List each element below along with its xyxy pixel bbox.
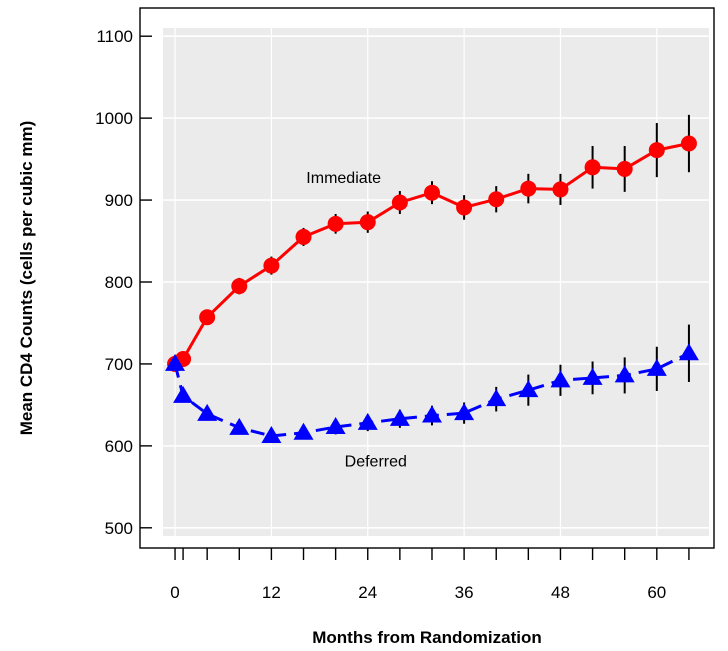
y-tick-label: 600 bbox=[105, 437, 133, 456]
data-point bbox=[359, 214, 376, 231]
data-point bbox=[199, 309, 216, 326]
data-point bbox=[263, 257, 280, 274]
x-tick-label: 12 bbox=[262, 583, 281, 602]
y-tick-label: 1100 bbox=[96, 27, 133, 46]
x-axis: 0 12 24 36 48 60 bbox=[170, 548, 690, 602]
data-point bbox=[173, 385, 194, 403]
data-point bbox=[165, 353, 186, 371]
data-point bbox=[614, 365, 635, 383]
x-tick-label: 60 bbox=[647, 583, 666, 602]
data-point bbox=[197, 403, 218, 421]
data-point bbox=[421, 405, 442, 423]
data-point bbox=[486, 389, 507, 407]
data-point bbox=[327, 215, 344, 232]
data-point bbox=[295, 228, 312, 245]
x-tick-label: 0 bbox=[170, 583, 179, 602]
y-axis-title: Mean CD4 Counts (cells per cubic mm) bbox=[17, 121, 36, 436]
x-tick-label: 24 bbox=[358, 583, 377, 602]
data-point bbox=[518, 380, 539, 398]
y-tick-label: 700 bbox=[105, 355, 133, 374]
data-point bbox=[229, 417, 250, 435]
data-point bbox=[357, 412, 378, 430]
data-point bbox=[456, 199, 473, 216]
annotation-deferred: Deferred bbox=[345, 453, 407, 470]
series-layer bbox=[165, 114, 699, 444]
x-tick-label: 36 bbox=[455, 583, 474, 602]
y-tick-label: 800 bbox=[105, 273, 133, 292]
grid-lines bbox=[163, 28, 709, 536]
annotation-immediate: Immediate bbox=[306, 170, 381, 187]
data-point bbox=[520, 180, 537, 197]
data-point bbox=[680, 135, 697, 152]
y-tick-label: 1000 bbox=[95, 109, 133, 128]
data-point bbox=[582, 367, 603, 385]
data-point bbox=[616, 160, 633, 177]
x-tick-label: 48 bbox=[551, 583, 570, 602]
data-point bbox=[389, 408, 410, 426]
data-point bbox=[552, 181, 569, 198]
data-point bbox=[423, 184, 440, 201]
data-point bbox=[325, 417, 346, 435]
data-point bbox=[488, 191, 505, 208]
data-point bbox=[646, 358, 667, 376]
y-tick-label: 500 bbox=[105, 519, 133, 538]
y-axis: 500 600 700 800 900 1000 1100 bbox=[95, 27, 152, 538]
data-point bbox=[678, 343, 699, 361]
data-point bbox=[550, 370, 571, 388]
data-point bbox=[293, 422, 314, 440]
data-point bbox=[261, 426, 282, 444]
x-axis-title: Months from Randomization bbox=[312, 628, 541, 647]
data-point bbox=[454, 403, 475, 421]
annotation-layer: Immediate Deferred bbox=[306, 170, 407, 470]
data-point bbox=[584, 159, 601, 176]
data-point bbox=[231, 278, 248, 295]
series-deferred bbox=[165, 324, 699, 444]
data-point bbox=[648, 142, 665, 159]
data-point bbox=[391, 194, 408, 211]
y-tick-label: 900 bbox=[105, 191, 133, 210]
